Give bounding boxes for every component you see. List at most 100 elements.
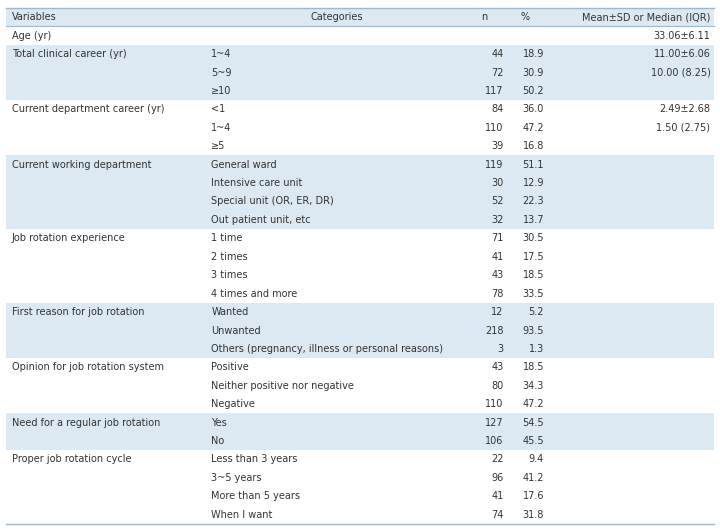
Text: 54.5: 54.5 xyxy=(523,418,544,428)
Bar xyxy=(6,211,714,229)
Text: 31.8: 31.8 xyxy=(523,510,544,520)
Bar xyxy=(6,155,714,174)
Text: 12.9: 12.9 xyxy=(523,178,544,188)
Text: 47.2: 47.2 xyxy=(523,399,544,409)
Text: 3~5 years: 3~5 years xyxy=(212,473,262,483)
Text: 32: 32 xyxy=(491,215,504,225)
Text: 9.4: 9.4 xyxy=(528,455,544,464)
Text: 3: 3 xyxy=(498,344,504,354)
Bar xyxy=(6,413,714,432)
Text: 41: 41 xyxy=(492,252,504,262)
Text: Opinion for job rotation system: Opinion for job rotation system xyxy=(12,363,163,373)
Text: Others (pregnancy, illness or personal reasons): Others (pregnancy, illness or personal r… xyxy=(212,344,444,354)
Text: %: % xyxy=(521,12,529,22)
Text: 30.9: 30.9 xyxy=(523,67,544,77)
Text: Current working department: Current working department xyxy=(12,160,151,170)
Text: 1 time: 1 time xyxy=(212,233,243,243)
Bar xyxy=(6,174,714,192)
Text: 34.3: 34.3 xyxy=(523,381,544,391)
Text: 110: 110 xyxy=(485,123,504,133)
Text: 16.8: 16.8 xyxy=(523,141,544,151)
Text: 18.5: 18.5 xyxy=(523,363,544,373)
Text: 22: 22 xyxy=(491,455,504,464)
Text: 74: 74 xyxy=(491,510,504,520)
Text: Negative: Negative xyxy=(212,399,255,409)
Text: n: n xyxy=(481,12,487,22)
Text: 10.00 (8.25): 10.00 (8.25) xyxy=(651,67,711,77)
Text: 3 times: 3 times xyxy=(212,270,248,280)
Text: 1~4: 1~4 xyxy=(212,49,232,59)
Text: ≥10: ≥10 xyxy=(212,86,232,96)
Text: Out patient unit, etc: Out patient unit, etc xyxy=(212,215,311,225)
Bar xyxy=(6,321,714,340)
Text: Mean±SD or Median (IQR): Mean±SD or Median (IQR) xyxy=(582,12,711,22)
Text: 13.7: 13.7 xyxy=(523,215,544,225)
Text: 84: 84 xyxy=(492,104,504,114)
Text: Need for a regular job rotation: Need for a regular job rotation xyxy=(12,418,160,428)
Text: 52: 52 xyxy=(491,197,504,207)
Text: Yes: Yes xyxy=(212,418,227,428)
Text: 5~9: 5~9 xyxy=(212,67,232,77)
Bar xyxy=(6,45,714,63)
Text: Positive: Positive xyxy=(212,363,249,373)
Text: Current department career (yr): Current department career (yr) xyxy=(12,104,164,114)
Text: Intensive care unit: Intensive care unit xyxy=(212,178,302,188)
Bar xyxy=(6,8,714,26)
Text: 119: 119 xyxy=(485,160,504,170)
Text: 78: 78 xyxy=(491,289,504,298)
Text: Neither positive nor negative: Neither positive nor negative xyxy=(212,381,354,391)
Text: 1~4: 1~4 xyxy=(212,123,232,133)
Text: 106: 106 xyxy=(485,436,504,446)
Bar xyxy=(6,303,714,321)
Text: 33.5: 33.5 xyxy=(523,289,544,298)
Text: Age (yr): Age (yr) xyxy=(12,31,51,41)
Text: No: No xyxy=(212,436,225,446)
Text: 22.3: 22.3 xyxy=(523,197,544,207)
Text: 17.6: 17.6 xyxy=(523,491,544,501)
Text: General ward: General ward xyxy=(212,160,277,170)
Text: 1.3: 1.3 xyxy=(528,344,544,354)
Text: Job rotation experience: Job rotation experience xyxy=(12,233,125,243)
Text: Wanted: Wanted xyxy=(212,307,248,317)
Text: Unwanted: Unwanted xyxy=(212,325,261,335)
Text: 17.5: 17.5 xyxy=(523,252,544,262)
Text: 33.06±6.11: 33.06±6.11 xyxy=(654,31,711,41)
Text: 45.5: 45.5 xyxy=(523,436,544,446)
Bar xyxy=(6,63,714,82)
Text: 44: 44 xyxy=(492,49,504,59)
Text: 93.5: 93.5 xyxy=(523,325,544,335)
Bar xyxy=(6,432,714,450)
Text: 218: 218 xyxy=(485,325,504,335)
Text: 72: 72 xyxy=(491,67,504,77)
Text: Special unit (OR, ER, DR): Special unit (OR, ER, DR) xyxy=(212,197,334,207)
Text: 18.9: 18.9 xyxy=(523,49,544,59)
Text: ≥5: ≥5 xyxy=(212,141,225,151)
Text: 80: 80 xyxy=(492,381,504,391)
Text: Variables: Variables xyxy=(12,12,56,22)
Text: <1: <1 xyxy=(212,104,225,114)
Text: 39: 39 xyxy=(492,141,504,151)
Text: 4 times and more: 4 times and more xyxy=(212,289,297,298)
Text: 30: 30 xyxy=(492,178,504,188)
Text: 51.1: 51.1 xyxy=(523,160,544,170)
Text: First reason for job rotation: First reason for job rotation xyxy=(12,307,144,317)
Bar xyxy=(6,82,714,100)
Text: 110: 110 xyxy=(485,399,504,409)
Text: 41: 41 xyxy=(492,491,504,501)
Text: Categories: Categories xyxy=(311,12,364,22)
Text: 11.00±6.06: 11.00±6.06 xyxy=(654,49,711,59)
Text: 50.2: 50.2 xyxy=(523,86,544,96)
Text: 5.2: 5.2 xyxy=(528,307,544,317)
Text: 18.5: 18.5 xyxy=(523,270,544,280)
Text: 43: 43 xyxy=(492,363,504,373)
Text: 1.50 (2.75): 1.50 (2.75) xyxy=(657,123,711,133)
Text: 30.5: 30.5 xyxy=(523,233,544,243)
Text: 2.49±2.68: 2.49±2.68 xyxy=(660,104,711,114)
Text: 127: 127 xyxy=(485,418,504,428)
Text: 36.0: 36.0 xyxy=(523,104,544,114)
Text: 43: 43 xyxy=(492,270,504,280)
Text: Less than 3 years: Less than 3 years xyxy=(212,455,297,464)
Text: 117: 117 xyxy=(485,86,504,96)
Bar xyxy=(6,192,714,211)
Text: Total clinical career (yr): Total clinical career (yr) xyxy=(12,49,126,59)
